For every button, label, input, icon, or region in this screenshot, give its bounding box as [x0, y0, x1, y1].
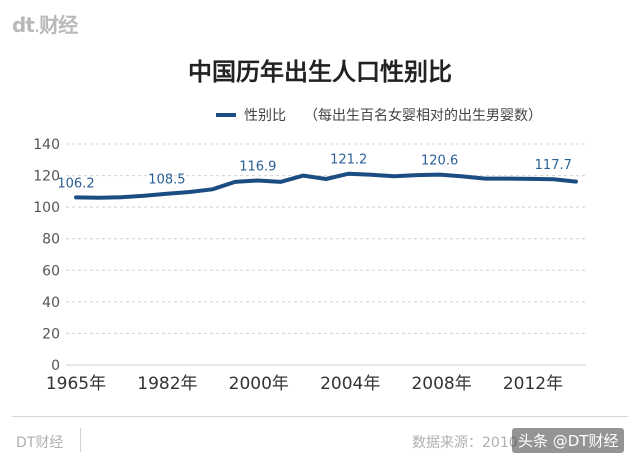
data-label: 108.5	[148, 173, 185, 188]
footer-brand: DT财经	[16, 435, 64, 451]
y-tick-label: 40	[42, 295, 60, 311]
legend-swatch	[216, 113, 236, 117]
data-label: 116.9	[239, 159, 276, 174]
x-tick-label: 2008年	[411, 374, 471, 394]
x-tick-label: 2000年	[229, 374, 289, 394]
legend-note: （每出生百名女婴相对的出生男婴数）	[304, 108, 542, 124]
line-chart: 0 20 40 60 80 100 120 140 1965年 1982年 2000年 2004年 20…	[33, 137, 586, 394]
data-label: 120.6	[421, 154, 458, 169]
y-tick-label: 100	[33, 200, 60, 216]
x-tick-label: 1982年	[137, 374, 197, 394]
series-line	[74, 171, 578, 200]
data-label: 117.7	[535, 158, 572, 173]
legend-series-name: 性别比	[244, 108, 286, 124]
watermark: 头条 @DT财经	[512, 428, 625, 453]
data-source: 数据来源：2010	[412, 435, 518, 451]
chart-title: 中国历年出生人口性别比	[188, 58, 452, 86]
x-tick-label: 1965年	[46, 374, 106, 394]
y-tick-label: 0	[51, 358, 60, 374]
x-tick-label: 2012年	[503, 374, 563, 394]
y-tick-label: 140	[33, 137, 60, 153]
footer-divider	[12, 416, 628, 417]
footer-separator	[80, 428, 81, 452]
y-tick-label: 120	[33, 169, 60, 185]
x-tick-label: 2004年	[320, 374, 380, 394]
y-tick-label: 80	[42, 232, 60, 248]
chart-legend: 性别比 （每出生百名女婴相对的出生男婴数）	[216, 105, 542, 125]
brand-logo: dt.财经	[12, 13, 78, 37]
y-tick-label: 20	[42, 326, 60, 342]
data-label: 121.2	[330, 153, 367, 168]
data-label: 106.2	[57, 176, 94, 191]
y-tick-label: 60	[42, 263, 60, 279]
